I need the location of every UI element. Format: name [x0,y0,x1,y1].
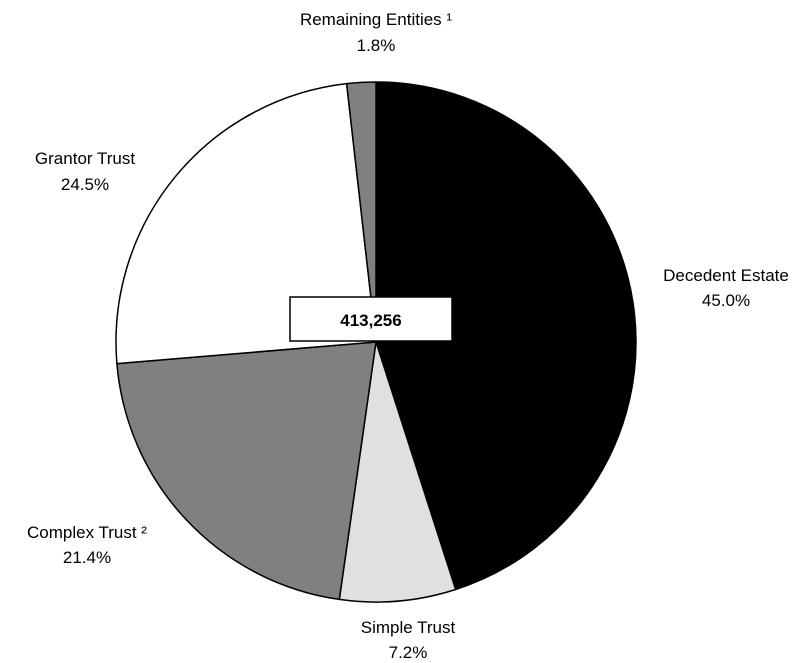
slice-name: Decedent Estate [663,266,789,285]
slice-percent: 21.4% [63,548,111,567]
slice-percent: 45.0% [702,291,750,310]
pie-slice-grantor-trust [115,82,377,365]
center-total-box [289,296,453,342]
slice-percent: 24.5% [61,175,109,194]
pie-slice-decedent-estate [375,81,637,591]
slice-label-grantor-trust: Grantor Trust 24.5% [35,149,135,194]
slice-name: Simple Trust [361,618,456,637]
pie-slice-simple-trust [338,341,457,603]
slice-label-decedent-estate: Decedent Estate 45.0% [663,266,789,310]
slice-percent: 7.2% [389,643,428,662]
slice-name: Grantor Trust [35,149,135,168]
pie-slices [115,81,637,603]
slice-name: Remaining Entities ¹ [300,10,452,29]
center-total-value: 413,256 [340,311,401,330]
slice-label-remaining-entities: Remaining Entities ¹ 1.8% [300,10,452,55]
slice-percent: 1.8% [357,36,396,55]
pie-slice-complex-trust [116,341,377,601]
pie-slice-remaining-entities [345,81,377,343]
slice-label-complex-trust: Complex Trust ² 21.4% [27,523,147,567]
slice-label-simple-trust: Simple Trust 7.2% [361,618,456,662]
slice-name: Complex Trust ² [27,523,147,542]
